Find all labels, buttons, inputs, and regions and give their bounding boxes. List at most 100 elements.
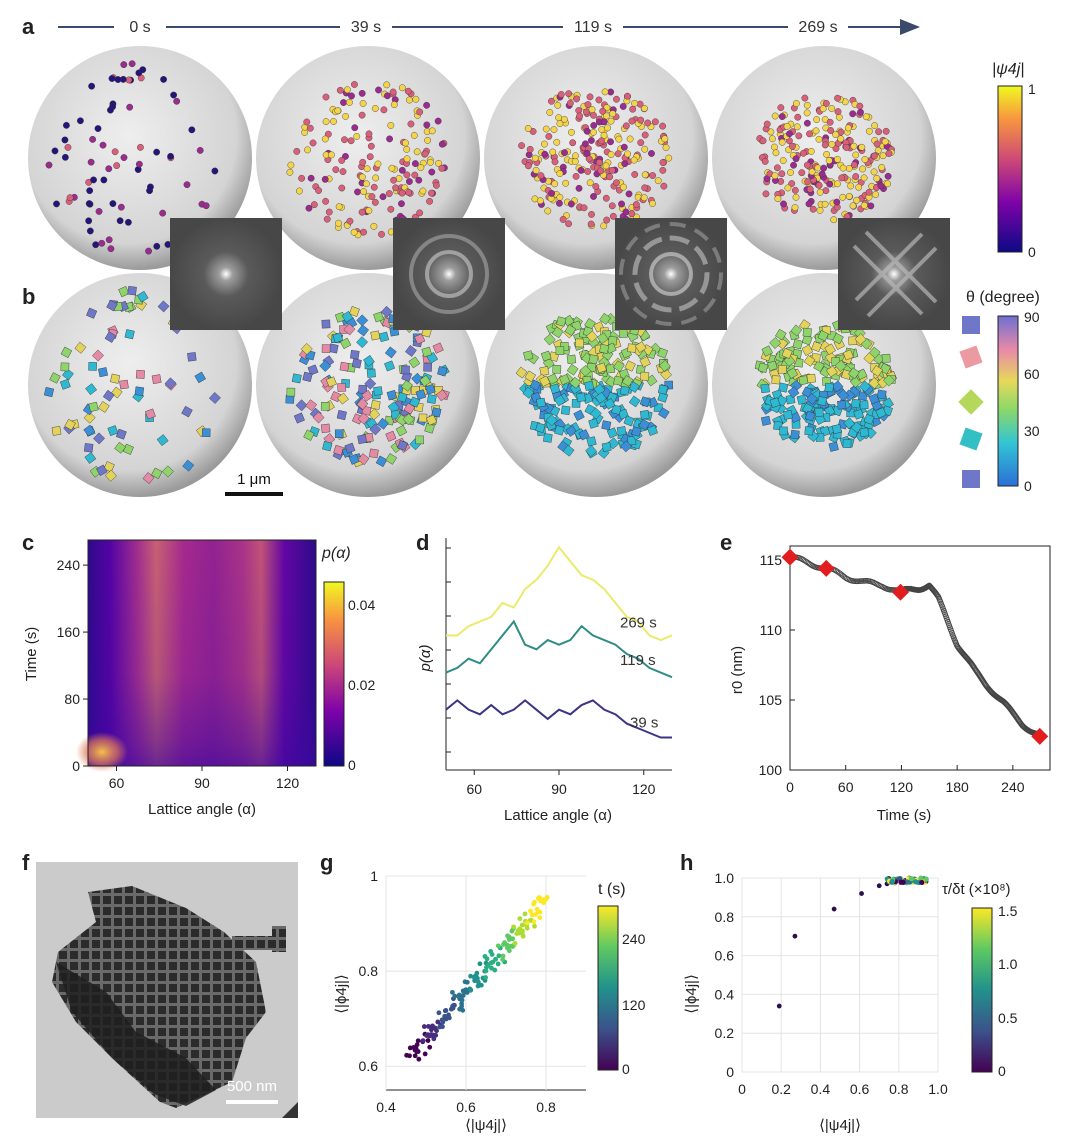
particle-order-marker bbox=[372, 174, 380, 182]
particle-order-marker bbox=[114, 76, 122, 83]
g-data-point bbox=[468, 973, 473, 979]
g-data-point bbox=[407, 1053, 412, 1059]
particle-orientation-marker bbox=[628, 381, 640, 393]
particle-order-marker bbox=[322, 118, 330, 126]
particle-order-marker bbox=[324, 130, 332, 138]
particle-order-marker bbox=[537, 172, 545, 180]
particle-orientation-marker bbox=[586, 330, 598, 343]
particle-order-marker bbox=[544, 207, 552, 215]
particle-orientation-marker bbox=[624, 360, 636, 372]
particle-order-marker bbox=[137, 143, 144, 151]
particle-orientation-marker bbox=[60, 346, 73, 359]
particle-order-marker bbox=[806, 185, 814, 193]
particle-order-marker bbox=[573, 95, 580, 103]
particle-order-marker bbox=[599, 107, 607, 115]
particle-orientation-marker bbox=[157, 300, 170, 313]
particle-order-marker bbox=[354, 188, 361, 196]
particle-orientation-marker bbox=[425, 414, 438, 426]
particle-order-marker bbox=[303, 118, 311, 126]
particle-order-marker bbox=[438, 164, 446, 172]
colorbar-theta: θ (degree) 90 60 30 0 bbox=[958, 289, 1040, 494]
particle-orientation-marker bbox=[357, 434, 368, 445]
particle-order-marker bbox=[665, 154, 673, 162]
superlattice-crystal bbox=[52, 886, 266, 1108]
d-series-label: 269 s bbox=[620, 614, 657, 631]
particle-orientation-marker bbox=[817, 330, 829, 342]
particle-order-marker bbox=[359, 158, 367, 166]
particle-order-marker bbox=[378, 230, 385, 238]
particle-orientation-marker bbox=[850, 398, 861, 409]
panel-g-scatter: 0.4 0.6 0.8 0.6 0.8 1 ⟨|ψ4j|⟩ ⟨|ϕ4j|⟩ t (s) 2… bbox=[333, 868, 646, 1134]
particle-orientation-marker bbox=[74, 341, 87, 354]
h-xtick-label: 0.6 bbox=[850, 1081, 870, 1097]
particle-orientation-marker bbox=[585, 445, 598, 457]
g-data-point bbox=[427, 1044, 433, 1050]
particle-order-marker bbox=[637, 139, 645, 147]
particle-order-marker bbox=[769, 135, 776, 143]
particle-order-marker bbox=[795, 132, 803, 140]
particle-order-marker bbox=[555, 114, 563, 122]
particle-orientation-marker bbox=[796, 394, 807, 405]
particle-order-marker bbox=[555, 199, 563, 207]
g-data-point bbox=[415, 1038, 421, 1044]
particle-order-marker bbox=[799, 149, 807, 157]
h-xtick-label: 1.0 bbox=[928, 1081, 948, 1097]
particle-order-marker bbox=[649, 172, 657, 179]
d-xtick-label: 90 bbox=[551, 781, 567, 797]
particle-orientation-marker bbox=[373, 386, 383, 396]
particle-orientation-marker bbox=[64, 418, 76, 431]
panel-e-scatter: 0 60 120 180 240 100 105 110 115 Time (s) r0 (nm… bbox=[729, 545, 1051, 824]
h-ytick-label: 1.0 bbox=[715, 870, 735, 886]
particle-order-marker bbox=[865, 127, 873, 135]
particle-order-marker bbox=[661, 135, 669, 143]
particle-order-marker bbox=[761, 158, 769, 165]
particle-orientation-marker bbox=[552, 364, 562, 374]
particle-order-marker bbox=[413, 148, 421, 156]
particle-orientation-marker bbox=[369, 448, 379, 459]
particle-order-marker bbox=[529, 128, 537, 135]
g-data-point bbox=[537, 915, 543, 921]
particle-orientation-marker bbox=[863, 413, 875, 425]
particle-order-marker bbox=[620, 183, 627, 191]
particle-order-marker bbox=[380, 106, 388, 114]
particle-order-marker bbox=[95, 208, 103, 215]
particle-order-marker bbox=[211, 167, 219, 175]
particle-order-marker bbox=[565, 220, 572, 228]
e-ytick-label: 105 bbox=[759, 692, 783, 708]
particle-order-marker bbox=[330, 118, 337, 125]
h-xtick-label: 0.8 bbox=[889, 1081, 909, 1097]
e-ylabel: r0 (nm) bbox=[729, 646, 746, 694]
particle-orientation-marker bbox=[539, 375, 551, 387]
g-cbar-tick-2: 0 bbox=[622, 1061, 630, 1077]
particle-orientation-marker bbox=[555, 346, 565, 355]
d-ylabel: p(α) bbox=[417, 645, 434, 673]
g-data-point bbox=[512, 940, 518, 946]
colorbar-theta-tick-30: 30 bbox=[1024, 423, 1040, 439]
particle-order-marker bbox=[858, 143, 866, 151]
e-ytick-label: 100 bbox=[759, 762, 783, 778]
particle-order-marker bbox=[585, 155, 593, 163]
particle-orientation-marker bbox=[425, 384, 436, 395]
e-xtick-label: 60 bbox=[838, 779, 854, 795]
particle-order-marker bbox=[432, 181, 440, 189]
g-data-point bbox=[519, 930, 525, 936]
particle-orientation-marker bbox=[589, 407, 602, 420]
heatmap-hotspot bbox=[76, 732, 128, 772]
particle-orientation-marker bbox=[868, 377, 881, 389]
particle-orientation-marker bbox=[562, 444, 575, 457]
particle-orientation-marker bbox=[364, 377, 377, 390]
particle-order-marker bbox=[624, 92, 631, 100]
particle-orientation-marker bbox=[435, 389, 448, 402]
g-data-point bbox=[500, 953, 506, 959]
particle-orientation-marker bbox=[658, 407, 670, 419]
particle-order-marker bbox=[113, 162, 121, 169]
particle-order-marker bbox=[607, 138, 614, 146]
particle-order-marker bbox=[438, 140, 446, 148]
g-data-point bbox=[517, 926, 523, 932]
particle-order-marker bbox=[763, 120, 771, 128]
particle-orientation-marker bbox=[151, 374, 162, 384]
particle-order-marker bbox=[568, 128, 575, 136]
g-data-point bbox=[475, 976, 480, 981]
particle-orientation-marker bbox=[339, 361, 350, 372]
particle-order-marker bbox=[398, 84, 406, 92]
